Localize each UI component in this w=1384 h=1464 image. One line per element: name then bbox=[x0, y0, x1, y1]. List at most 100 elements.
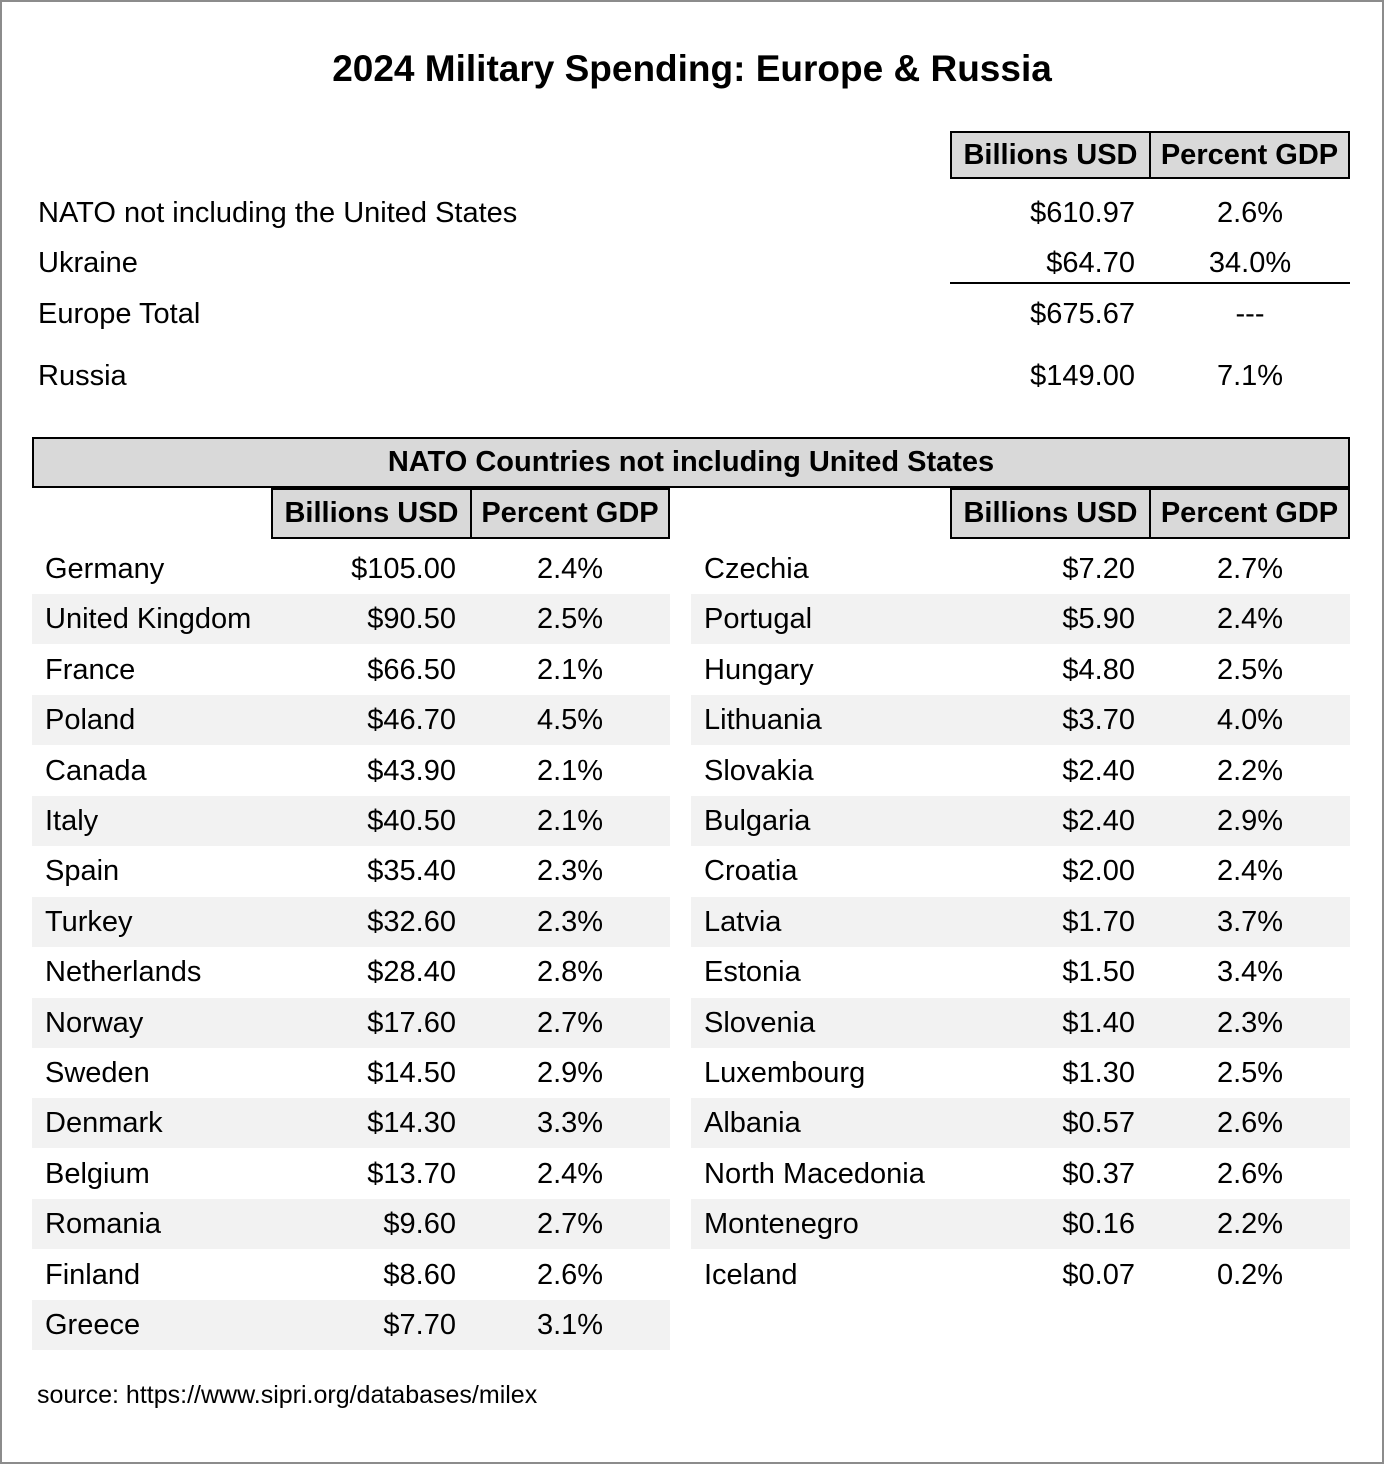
country-name: Latvia bbox=[704, 905, 782, 938]
summary-label: NATO not including the United States bbox=[38, 197, 518, 229]
spending-billions: $1.50 bbox=[1062, 956, 1135, 989]
country-name: Turkey bbox=[45, 905, 133, 938]
percent-gdp: 3.1% bbox=[536, 1309, 604, 1341]
table-row: Czechia $7.20 2.7% bbox=[691, 544, 1350, 594]
percent-gdp: 2.7% bbox=[1216, 553, 1284, 585]
table-row: Italy $40.50 2.1% bbox=[32, 796, 670, 846]
percent-gdp: 3.7% bbox=[1216, 905, 1284, 938]
country-name: Canada bbox=[45, 754, 147, 787]
percent-gdp: 2.3% bbox=[1216, 1006, 1284, 1039]
country-name: Germany bbox=[45, 553, 165, 585]
table-row: Canada $43.90 2.1% bbox=[32, 746, 670, 796]
table-row: Slovenia $1.40 2.3% bbox=[691, 997, 1350, 1048]
spending-billions: $4.80 bbox=[1062, 653, 1135, 686]
summary-percent: 7.1% bbox=[1216, 360, 1284, 392]
country-name: Slovakia bbox=[704, 754, 814, 787]
summary-header-percent: Percent GDP bbox=[1149, 131, 1350, 179]
table-row: Bulgaria $2.40 2.9% bbox=[691, 796, 1350, 846]
country-name: United Kingdom bbox=[45, 603, 252, 636]
spending-billions: $32.60 bbox=[367, 905, 456, 938]
country-name: Spain bbox=[45, 855, 120, 888]
country-name: Netherlands bbox=[45, 956, 202, 989]
table-row: Belgium $13.70 2.4% bbox=[32, 1149, 670, 1199]
country-name: Croatia bbox=[704, 855, 798, 888]
country-name: Iceland bbox=[704, 1258, 798, 1291]
spending-billions: $17.60 bbox=[367, 1006, 456, 1039]
table-row: Denmark $14.30 3.3% bbox=[32, 1098, 670, 1149]
percent-gdp: 2.5% bbox=[536, 603, 604, 636]
percent-gdp: 2.3% bbox=[536, 905, 604, 938]
spending-billions: $35.40 bbox=[367, 855, 456, 888]
country-name: Poland bbox=[45, 704, 136, 737]
summary-label: Ukraine bbox=[38, 247, 138, 279]
percent-gdp: 3.3% bbox=[536, 1107, 604, 1140]
spending-billions: $8.60 bbox=[383, 1258, 456, 1291]
country-name: Luxembourg bbox=[704, 1057, 866, 1089]
spending-billions: $1.30 bbox=[1062, 1057, 1135, 1089]
spending-billions: $46.70 bbox=[367, 704, 456, 737]
nato-right-header-billions: Billions USD bbox=[950, 488, 1151, 539]
country-name: Slovenia bbox=[704, 1006, 816, 1039]
country-name: Italy bbox=[45, 805, 99, 837]
spending-billions: $3.70 bbox=[1062, 704, 1135, 737]
country-name: Denmark bbox=[45, 1107, 163, 1140]
country-name: Czechia bbox=[704, 553, 809, 585]
country-name: Estonia bbox=[704, 956, 801, 989]
spending-billions: $28.40 bbox=[367, 956, 456, 989]
page-title: 2024 Military Spending: Europe & Russia bbox=[332, 48, 1052, 89]
table-row: Germany $105.00 2.4% bbox=[32, 544, 670, 594]
summary-percent: --- bbox=[1235, 298, 1265, 330]
summary-billions: $610.97 bbox=[1030, 197, 1135, 229]
spending-billions: $40.50 bbox=[367, 805, 456, 837]
percent-gdp: 2.1% bbox=[536, 653, 604, 686]
percent-gdp: 2.4% bbox=[1216, 603, 1284, 636]
percent-gdp: 2.4% bbox=[536, 1157, 604, 1190]
table-row: Hungary $4.80 2.5% bbox=[691, 645, 1350, 695]
percent-gdp: 4.0% bbox=[1216, 704, 1284, 737]
country-name: Bulgaria bbox=[704, 805, 811, 837]
percent-gdp: 4.5% bbox=[536, 704, 604, 737]
table-row: Netherlands $28.40 2.8% bbox=[32, 947, 670, 997]
percent-gdp: 2.2% bbox=[1216, 1208, 1284, 1241]
spending-billions: $2.40 bbox=[1062, 754, 1135, 787]
spending-billions: $0.16 bbox=[1062, 1208, 1135, 1241]
percent-gdp: 2.5% bbox=[1216, 653, 1284, 686]
table-row: Sweden $14.50 2.9% bbox=[32, 1048, 670, 1098]
spending-billions: $1.40 bbox=[1062, 1006, 1135, 1039]
percent-gdp: 2.1% bbox=[536, 805, 604, 837]
table-row: Croatia $2.00 2.4% bbox=[691, 846, 1350, 896]
country-name: Sweden bbox=[45, 1057, 150, 1089]
table-row: France $66.50 2.1% bbox=[32, 645, 670, 695]
summary-label: Europe Total bbox=[38, 298, 201, 330]
summary-header-billions: Billions USD bbox=[950, 131, 1151, 179]
table-row: United Kingdom $90.50 2.5% bbox=[32, 594, 670, 645]
spending-billions: $66.50 bbox=[367, 653, 456, 686]
table-row: Slovakia $2.40 2.2% bbox=[691, 746, 1350, 796]
summary-percent: 2.6% bbox=[1216, 197, 1284, 229]
spending-billions: $0.37 bbox=[1062, 1157, 1135, 1190]
percent-gdp: 2.6% bbox=[1216, 1157, 1284, 1190]
percent-gdp: 2.2% bbox=[1216, 754, 1284, 787]
spending-billions: $7.70 bbox=[383, 1309, 456, 1341]
nato-table-banner: NATO Countries not including United Stat… bbox=[32, 437, 1350, 488]
nato-right-header-percent: Percent GDP bbox=[1149, 488, 1350, 539]
table-row: Lithuania $3.70 4.0% bbox=[691, 695, 1350, 746]
percent-gdp: 2.3% bbox=[536, 855, 604, 888]
summary-total-rule bbox=[950, 282, 1350, 284]
spending-billions: $2.40 bbox=[1062, 805, 1135, 837]
spending-billions: $0.07 bbox=[1062, 1258, 1135, 1291]
summary-billions: $675.67 bbox=[1030, 298, 1135, 330]
percent-gdp: 0.2% bbox=[1216, 1258, 1284, 1291]
percent-gdp: 2.7% bbox=[536, 1006, 604, 1039]
nato-left-header-billions: Billions USD bbox=[271, 488, 472, 539]
table-row: North Macedonia $0.37 2.6% bbox=[691, 1149, 1350, 1199]
country-name: France bbox=[45, 653, 136, 686]
table-row: Poland $46.70 4.5% bbox=[32, 695, 670, 746]
spending-billions: $7.20 bbox=[1062, 553, 1135, 585]
percent-gdp: 2.5% bbox=[1216, 1057, 1284, 1089]
percent-gdp: 2.9% bbox=[536, 1057, 604, 1089]
percent-gdp: 2.4% bbox=[1216, 855, 1284, 888]
table-row: Montenegro $0.16 2.2% bbox=[691, 1199, 1350, 1250]
table-row: Finland $8.60 2.6% bbox=[32, 1250, 670, 1300]
table-row: Latvia $1.70 3.7% bbox=[691, 896, 1350, 947]
